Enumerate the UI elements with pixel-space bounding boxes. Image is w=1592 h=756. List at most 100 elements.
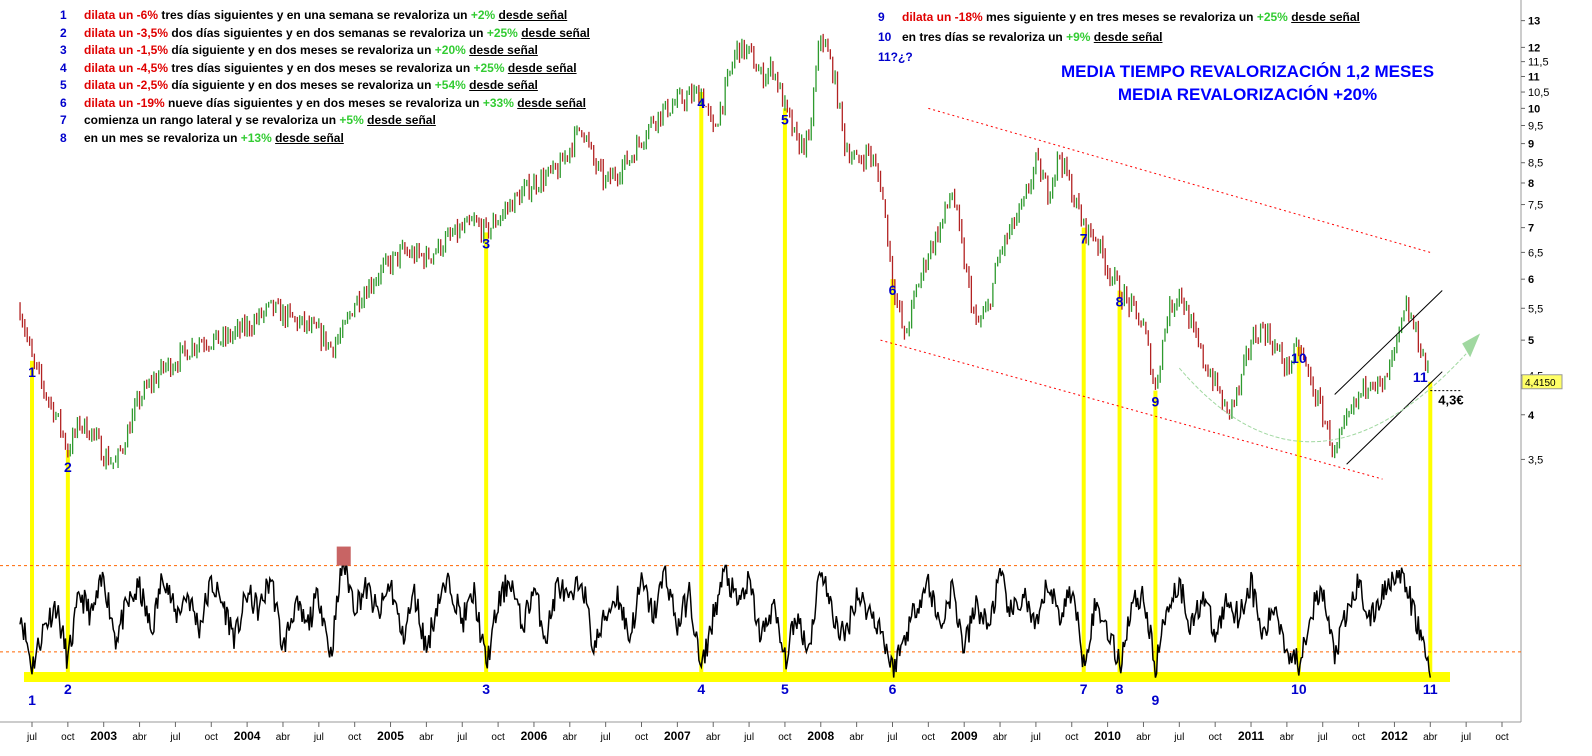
note-text: mes siguiente y en tres meses se revalor… bbox=[986, 10, 1257, 24]
x-tick-label: abr bbox=[276, 732, 291, 743]
x-tick-label: oct bbox=[61, 732, 75, 743]
x-tick-label: abr bbox=[1136, 732, 1151, 743]
signal-bar bbox=[1153, 390, 1158, 672]
signal-note: 4 dilata un -4,5% tres días siguientes y… bbox=[60, 61, 577, 75]
note-from-signal: desde señal bbox=[469, 78, 538, 92]
headline-time: MEDIA TIEMPO REVALORIZACIÓN 1,2 MESES bbox=[1060, 62, 1435, 81]
signal-label-lower: 8 bbox=[1116, 681, 1124, 697]
note-from-signal: desde señal bbox=[507, 60, 577, 75]
signal-label-upper: 11 bbox=[1413, 369, 1428, 385]
note-number: 7 bbox=[60, 113, 67, 127]
x-tick-label: oct bbox=[1065, 732, 1079, 743]
x-tick-label: 2011 bbox=[1238, 729, 1264, 743]
last-price-box bbox=[1521, 374, 1563, 390]
x-tick-label: 2005 bbox=[377, 729, 404, 743]
signal-bar bbox=[699, 92, 704, 672]
x-tick-label: abr bbox=[419, 732, 434, 743]
signal-label-upper: 4 bbox=[697, 95, 705, 111]
note-from-signal: desde señal bbox=[517, 95, 586, 110]
signal-label-lower: 2 bbox=[64, 681, 72, 697]
x-tick-label: oct bbox=[348, 732, 362, 743]
y-tick-label: 5 bbox=[1528, 335, 1534, 347]
note-decline: dilata un -6% bbox=[84, 8, 162, 22]
y-tick-label: 8 bbox=[1528, 178, 1534, 190]
signal-note: 3 dilata un -1,5% día siguiente y en dos… bbox=[60, 43, 538, 57]
signal-label-lower: 7 bbox=[1080, 681, 1088, 697]
x-tick-label: jul bbox=[456, 732, 467, 743]
x-tick-label: jul bbox=[26, 732, 37, 743]
note-decline: dilata un -19% bbox=[84, 95, 169, 110]
x-tick-label: oct bbox=[491, 732, 505, 743]
signal-bar bbox=[890, 279, 895, 672]
note-from-signal: desde señal bbox=[275, 130, 344, 145]
trend-line bbox=[928, 107, 1431, 253]
headline-return: MEDIA REVALORIZACIÓN +20% bbox=[1117, 85, 1378, 104]
signal-bar bbox=[1296, 346, 1301, 672]
note-number: 10 bbox=[878, 30, 892, 44]
signal-label-lower: 3 bbox=[482, 681, 490, 697]
x-tick-label: oct bbox=[205, 732, 219, 743]
signal-note: 1 dilata un -6% tres días siguientes y e… bbox=[60, 8, 567, 22]
x-tick-label: oct bbox=[1352, 732, 1366, 743]
x-tick-label: jul bbox=[313, 732, 324, 743]
y-tick-label: 7,5 bbox=[1528, 200, 1543, 212]
signal-label-upper: 6 bbox=[889, 282, 897, 298]
note-from-signal: desde señal bbox=[498, 8, 568, 22]
note-from-signal: desde señal bbox=[469, 43, 538, 57]
signal-label-upper: 1 bbox=[28, 364, 36, 380]
signal-label-lower: 5 bbox=[781, 681, 789, 697]
signal-note: 9 dilata un -18% mes siguiente y en tres… bbox=[878, 10, 1360, 24]
y-tick-label: 6,5 bbox=[1528, 247, 1543, 259]
signal-label-upper: 8 bbox=[1116, 294, 1124, 310]
signal-note: 6 dilata un -19% nueve días siguientes y… bbox=[60, 96, 586, 110]
y-tick-label: 12 bbox=[1528, 42, 1540, 54]
note-from-signal: desde señal bbox=[1093, 30, 1163, 44]
x-tick-label: abr bbox=[849, 732, 864, 743]
arc-arrow-head bbox=[1462, 333, 1481, 358]
trend-line bbox=[880, 339, 1383, 480]
signal-label-upper: 9 bbox=[1152, 394, 1160, 410]
note-decline: dilata un -3,5% bbox=[84, 25, 172, 40]
y-tick-label: 8,5 bbox=[1528, 158, 1543, 170]
note-decline: dilata un -18% bbox=[902, 10, 987, 24]
signal-label-upper: 10 bbox=[1291, 350, 1307, 366]
note-from-signal: desde señal bbox=[1291, 10, 1360, 24]
note-gain: +2% bbox=[470, 8, 499, 22]
signal-label-lower: 4 bbox=[697, 681, 705, 697]
y-tick-label: 11 bbox=[1528, 71, 1540, 83]
y-tick-label: 9 bbox=[1528, 139, 1534, 151]
note-gain: +25% bbox=[473, 60, 508, 75]
note-gain: +25% bbox=[1256, 10, 1292, 24]
x-tick-label: 2010 bbox=[1094, 729, 1121, 743]
x-tick-label: oct bbox=[635, 732, 649, 743]
y-tick-label: 9,5 bbox=[1528, 121, 1543, 133]
y-tick-label: 6 bbox=[1528, 274, 1534, 286]
note-number: 1 bbox=[60, 8, 67, 22]
x-tick-label: oct bbox=[922, 732, 936, 743]
note-number: 2 bbox=[60, 25, 67, 40]
note-gain: +33% bbox=[482, 95, 518, 110]
signal-bar bbox=[1081, 227, 1086, 672]
signal-bar bbox=[484, 232, 489, 672]
signal-note: 5 dilata un -2,5% día siguiente y en dos… bbox=[60, 78, 538, 92]
note-text: dos días siguientes y en dos semanas se … bbox=[171, 25, 487, 40]
last-price-label: 4,4150 bbox=[1525, 378, 1556, 389]
x-tick-label: jul bbox=[169, 732, 180, 743]
x-tick-label: jul bbox=[1030, 732, 1041, 743]
x-tick-label: abr bbox=[1280, 732, 1295, 743]
signal-note: 7 comienza un rango lateral y se revalor… bbox=[60, 113, 436, 127]
note-number: 8 bbox=[60, 130, 67, 145]
signal-label-lower: 10 bbox=[1291, 681, 1307, 697]
note-text: en un mes se revaloriza un bbox=[84, 130, 241, 145]
note-text: día siguiente y en dos meses se revalori… bbox=[171, 43, 435, 57]
note-number: 3 bbox=[60, 43, 67, 57]
note-decline: dilata un -2,5% bbox=[84, 78, 172, 92]
signal-bar bbox=[65, 449, 70, 672]
x-tick-label: jul bbox=[1173, 732, 1184, 743]
note-text: día siguiente y en dos meses se revalori… bbox=[171, 78, 435, 92]
note-gain: +54% bbox=[434, 78, 470, 92]
note-gain: +5% bbox=[339, 113, 368, 127]
oscillator-overbought-fill bbox=[336, 546, 351, 566]
y-tick-label: 11,5 bbox=[1528, 57, 1549, 69]
signal-bar bbox=[782, 108, 787, 672]
